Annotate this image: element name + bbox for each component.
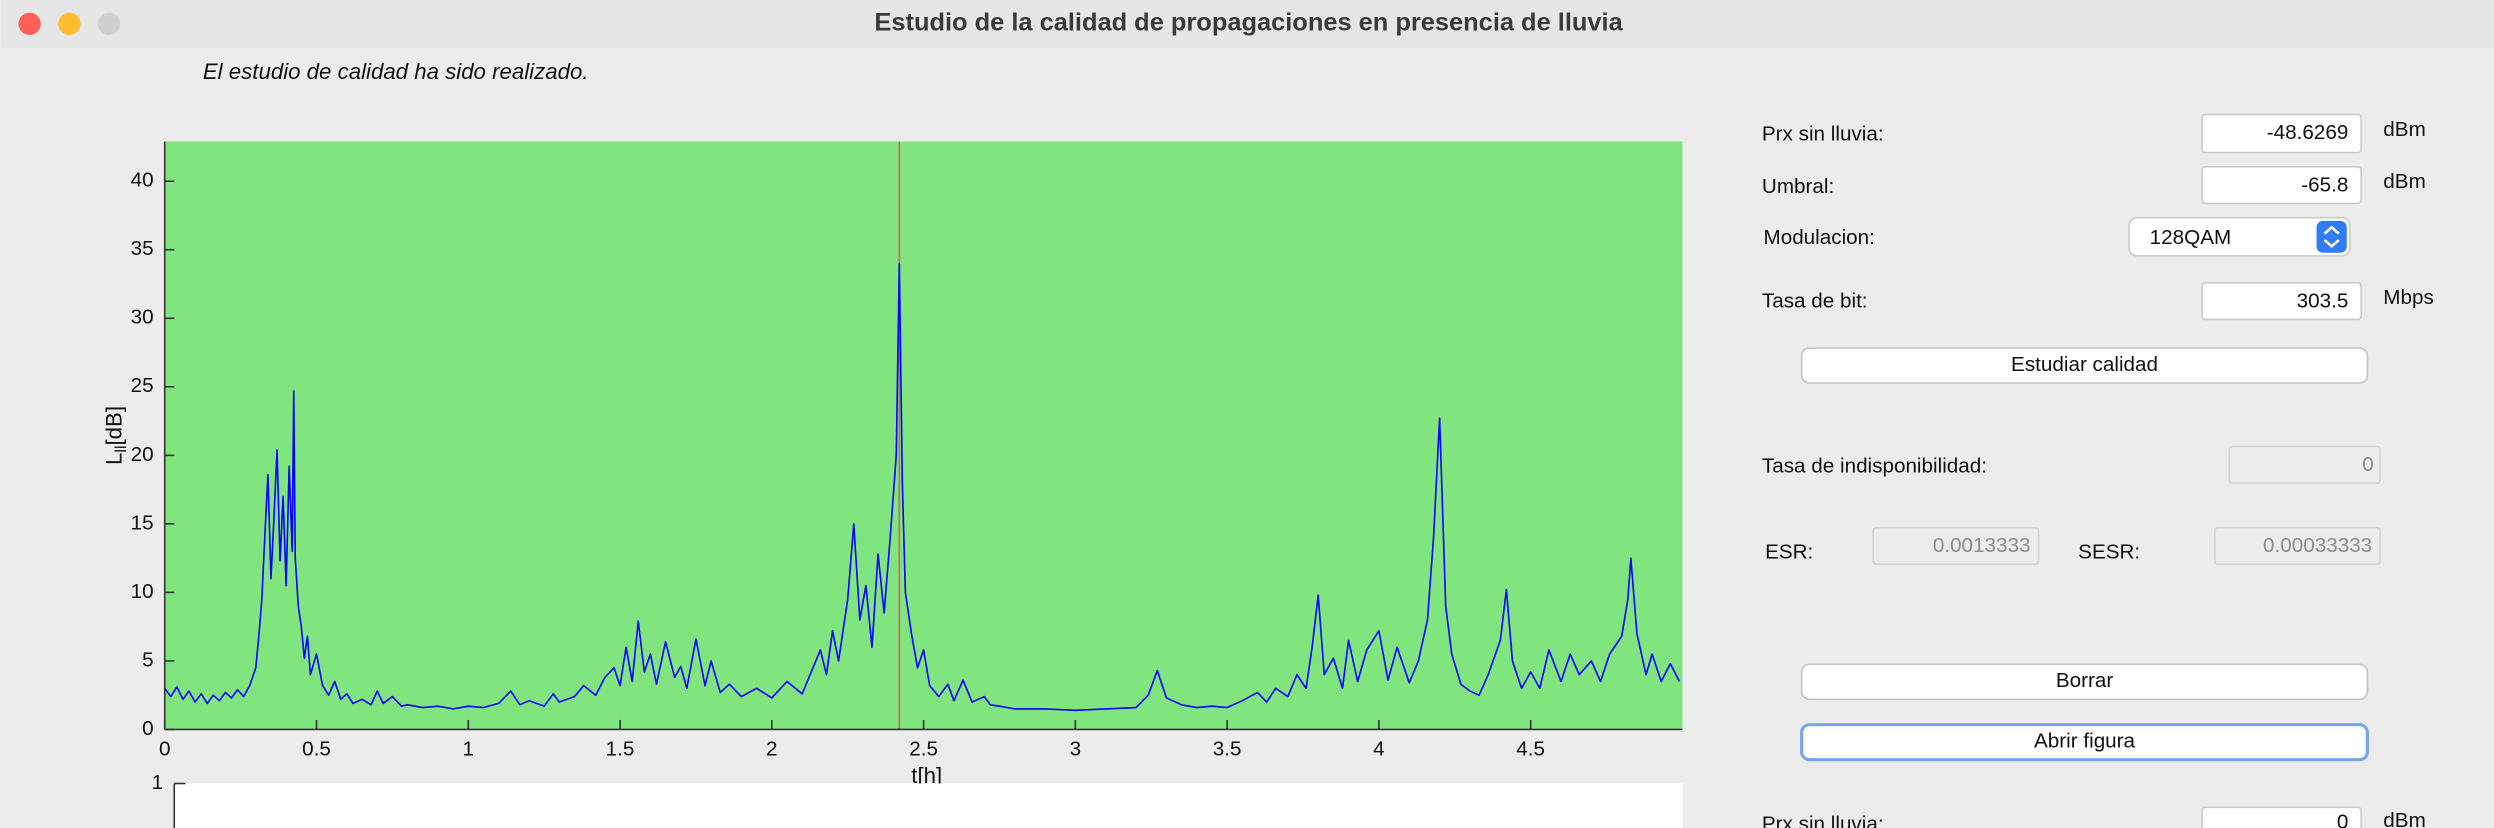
input-value: 0.0013333	[1933, 534, 2031, 557]
x-tick-label: 3.5	[1213, 738, 1242, 761]
plot-background	[164, 141, 1683, 730]
button-label: Abrir figura	[2034, 730, 2136, 753]
x-tick-label: 1.5	[606, 738, 635, 761]
status-text: El estudio de calidad ha sido realizado.	[203, 59, 589, 84]
dropdown-arrow[interactable]	[2316, 220, 2347, 253]
dropdown-value: 128QAM	[2150, 226, 2232, 249]
x-tick-label: 2	[766, 738, 778, 761]
minimize-button[interactable]	[58, 12, 81, 35]
zoom-button[interactable]	[97, 12, 121, 35]
button[interactable]	[1800, 663, 2369, 701]
y-tick-label: 35	[131, 237, 154, 260]
input-value: 303.5	[2297, 289, 2349, 312]
disabled-input	[1872, 526, 2040, 565]
y-label-unit: [dB]	[101, 406, 126, 446]
x-tick-label: 0	[159, 738, 171, 761]
button-label: Borrar	[2056, 669, 2114, 692]
x-tick-label: 1	[463, 738, 475, 761]
field-label: Prx sin lluvia:	[1762, 812, 1884, 828]
text-input[interactable]	[2201, 166, 2362, 205]
x-tick-label: 4.5	[1516, 738, 1545, 761]
text-input[interactable]	[2201, 113, 2362, 154]
y-tick-label: 10	[131, 580, 154, 603]
x-tick-label: 4	[1373, 738, 1384, 761]
plot: 0 0.5 1 1.5 2 2.5 3 3.5 4 4.50510152025303540t[h]…	[101, 141, 1683, 788]
unit-label: Mbps	[2383, 286, 2434, 309]
close-button[interactable]	[18, 12, 41, 35]
lower-axes	[174, 783, 1683, 828]
text-input[interactable]	[2201, 282, 2362, 321]
y-tick-label: 5	[142, 648, 154, 671]
field-label: Prx sin lluvia:	[1762, 123, 1884, 146]
field-label: Tasa de indisponibilidad:	[1762, 455, 1987, 478]
disabled-input	[2214, 526, 2381, 565]
field-label: ESR:	[1765, 541, 1813, 564]
text-input[interactable]	[2201, 806, 2362, 828]
unit-label: dBm	[2383, 118, 2425, 141]
dropdown-chevrons	[2323, 225, 2340, 249]
y-tick-label: 1	[152, 771, 164, 794]
x-tick-label: 2.5	[909, 738, 938, 761]
input-value: -48.6269	[2267, 121, 2349, 144]
y-tick-label: 20	[131, 443, 154, 466]
input-value: 0	[2337, 811, 2349, 828]
title-bar	[1, 0, 2493, 48]
unit-label: dBm	[2383, 170, 2425, 193]
dropdown[interactable]	[2128, 216, 2351, 257]
field-label: Modulacion:	[1764, 226, 1875, 249]
y-label-main: L	[101, 453, 126, 465]
y-axis-label: Lll[dB]	[101, 406, 130, 465]
button[interactable]	[1800, 347, 2369, 384]
y-tick-label: 0	[142, 717, 154, 740]
y-tick-label: 25	[131, 374, 154, 397]
button-label: Estudiar calidad	[2011, 353, 2158, 376]
button-focused[interactable]	[1800, 723, 2370, 762]
data-line	[164, 262, 1681, 712]
x-tick-label: 3	[1070, 738, 1082, 761]
disabled-input	[2228, 445, 2381, 484]
unit-label: dBm	[2383, 809, 2425, 828]
y-tick-label: 40	[131, 169, 154, 192]
input-value: 0.00033333	[2263, 534, 2372, 557]
field-label: Tasa de bit:	[1762, 289, 1868, 312]
input-value: -65.8	[2301, 173, 2348, 196]
y-tick-label: 30	[131, 306, 154, 329]
y-label-sub: ll	[113, 446, 130, 453]
window-title: Estudio de la calidad de propagaciones e…	[874, 9, 1623, 37]
field-label: Umbral:	[1762, 175, 1834, 198]
input-value: 0	[2362, 453, 2374, 476]
field-label: SESR:	[2078, 541, 2140, 564]
y-tick-label: 15	[131, 511, 154, 534]
x-tick-label: 0.5	[302, 738, 331, 761]
